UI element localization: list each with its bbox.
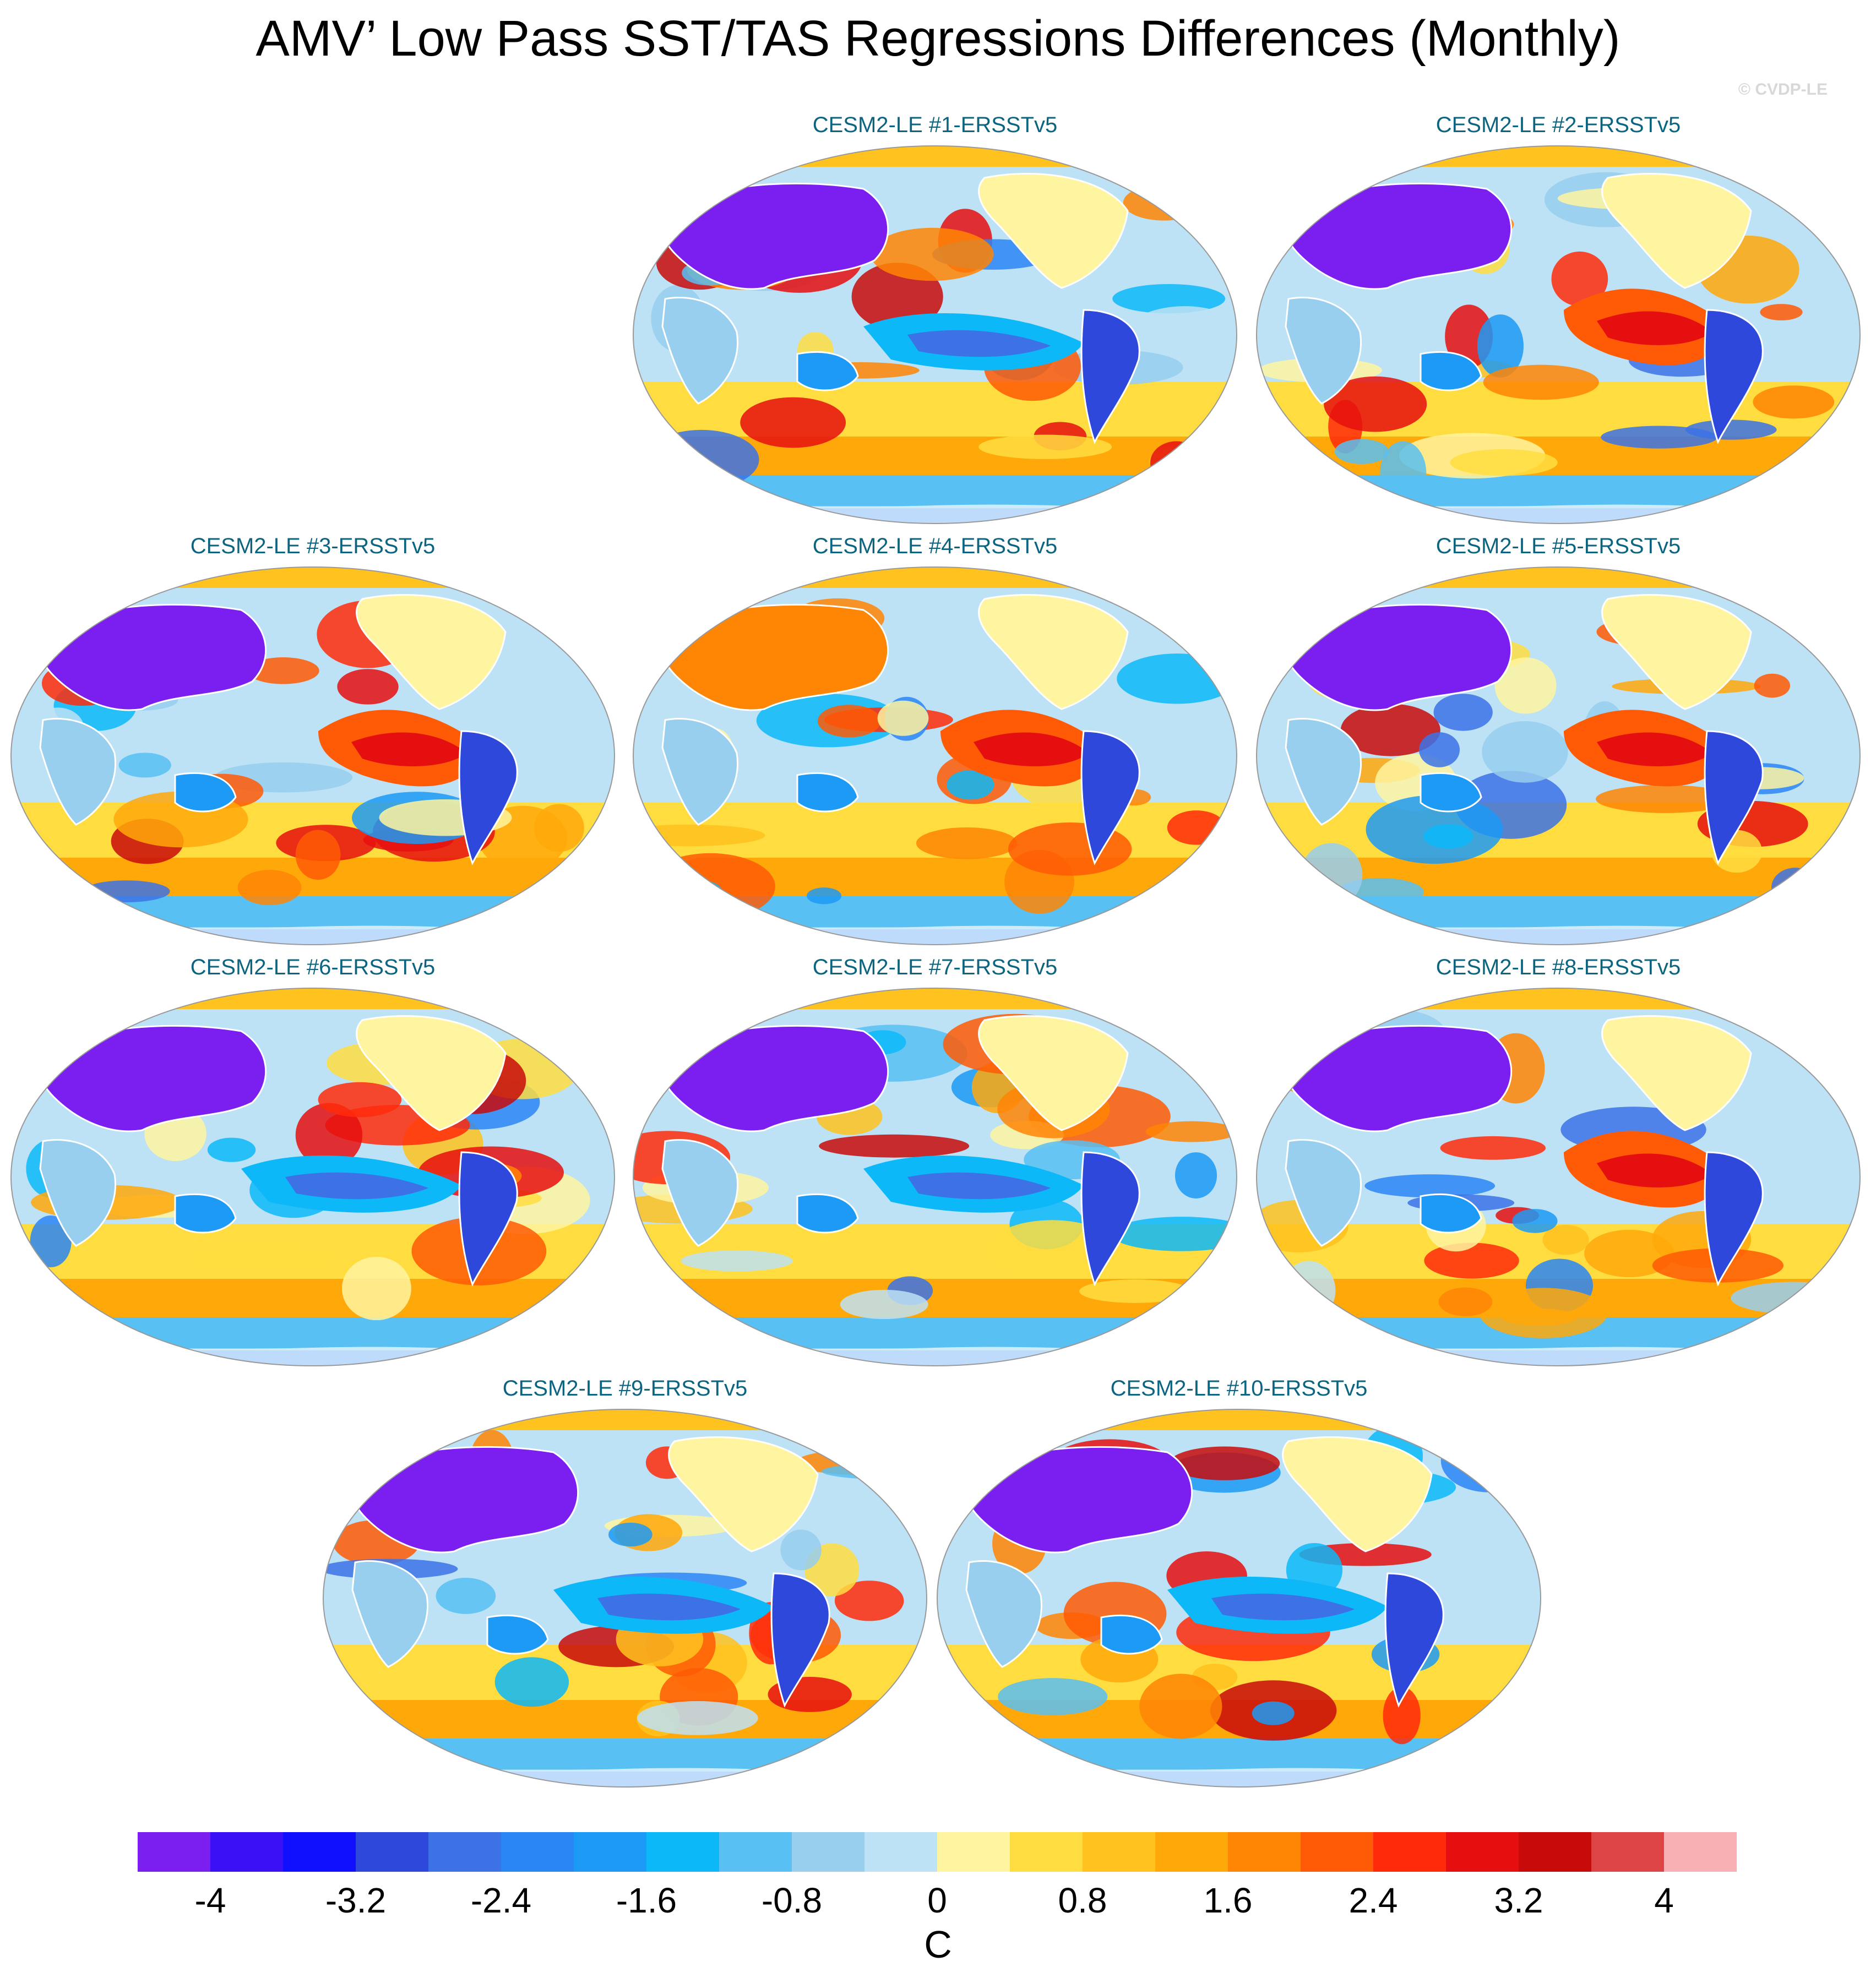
global-map [1256,566,1861,945]
colorbar-swatch [283,1832,356,1872]
colorbar-swatch [1664,1832,1737,1872]
colorbar-tick-label: -3.2 [325,1881,387,1920]
panel-title: CESM2-LE #1-ERSSTv5 [812,113,1058,137]
colorbar-tick-label: 4 [1654,1881,1674,1920]
colorbar-swatch [937,1832,1010,1872]
colorbar-tick-label: 3.2 [1494,1881,1543,1920]
colorbar-tick-label: -0.8 [761,1881,823,1920]
colorbar-swatch [1228,1832,1301,1872]
map-panel: CESM2-LE #6-ERSSTv5 [10,955,616,1368]
colorbar-swatch [1519,1832,1592,1872]
global-map [633,566,1237,945]
global-map [1256,145,1861,524]
panel-title: CESM2-LE #7-ERSSTv5 [812,955,1058,979]
colorbar-swatch [1373,1832,1447,1872]
global-map [10,566,615,945]
map-panel: CESM2-LE #5-ERSSTv5 [1255,534,1861,947]
colorbar-swatch [1155,1832,1228,1872]
panel-title: CESM2-LE #10-ERSSTv5 [1110,1376,1368,1401]
panel-title: CESM2-LE #4-ERSSTv5 [812,534,1058,558]
global-map [633,145,1237,524]
panel-title: CESM2-LE #6-ERSSTv5 [190,955,436,979]
panel-title: CESM2-LE #9-ERSSTv5 [502,1376,748,1401]
colorbar-swatch [864,1832,938,1872]
colorbar-tick-label: 1.6 [1203,1881,1253,1920]
colorbar-tick-label: -1.6 [616,1881,677,1920]
colorbar-swatch [356,1832,429,1872]
panel-title: CESM2-LE #2-ERSSTv5 [1435,113,1681,137]
colorbar-swatch [719,1832,792,1872]
colorbar-swatch [210,1832,284,1872]
colorbar-tick-label: 0.8 [1058,1881,1107,1920]
colorbar-swatch [428,1832,502,1872]
figure-title: AMV’ Low Pass SST/TAS Regressions Differ… [255,10,1621,67]
map-panel: CESM2-LE #2-ERSSTv5 [1255,113,1861,526]
colorbar-tick-label: -2.4 [470,1881,532,1920]
map-panel: CESM2-LE #7-ERSSTv5 [632,955,1238,1368]
colorbar-swatch [1010,1832,1083,1872]
global-map [633,988,1237,1366]
map-panel: CESM2-LE #4-ERSSTv5 [632,534,1238,947]
map-panel: CESM2-LE #8-ERSSTv5 [1255,955,1861,1368]
colorbar-swatch [1446,1832,1519,1872]
global-map [10,988,615,1366]
panel-title: CESM2-LE #5-ERSSTv5 [1435,534,1681,558]
colorbar-swatch [1083,1832,1156,1872]
panel-title: CESM2-LE #8-ERSSTv5 [1435,955,1681,979]
colorbar-swatch [646,1832,720,1872]
colorbar-swatch [501,1832,574,1872]
panel-title: CESM2-LE #3-ERSSTv5 [190,534,436,558]
colorbar-swatch [1591,1832,1665,1872]
colorbar-swatch [792,1832,865,1872]
colorbar-tick-label: 2.4 [1348,1881,1398,1920]
map-panel: CESM2-LE #1-ERSSTv5 [632,113,1238,526]
global-map [937,1409,1541,1788]
colorbar-tick-label: 0 [927,1881,947,1920]
colorbar-units: C [924,1923,952,1966]
colorbar-swatch [1301,1832,1374,1872]
credit-text: © CVDP-LE [1738,80,1828,99]
colorbar-tick-label: -4 [194,1881,226,1920]
map-panel: CESM2-LE #10-ERSSTv5 [936,1376,1542,1789]
global-map [1256,988,1861,1366]
map-panel: CESM2-LE #9-ERSSTv5 [322,1376,928,1789]
global-map [323,1409,927,1788]
map-panel: CESM2-LE #3-ERSSTv5 [10,534,616,947]
colorbar-swatch [574,1832,647,1872]
colorbar [138,1832,1737,1872]
colorbar-swatch [138,1832,211,1872]
